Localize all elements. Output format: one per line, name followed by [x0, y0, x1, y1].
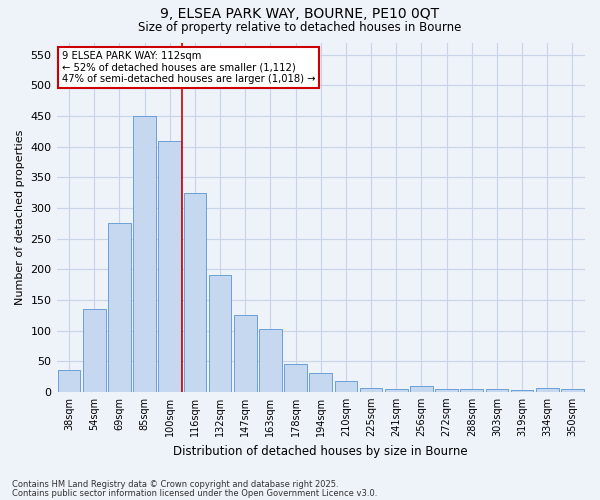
- Bar: [460, 388, 483, 392]
- Bar: [133, 116, 156, 392]
- Bar: [209, 276, 232, 392]
- Bar: [561, 388, 584, 392]
- Bar: [385, 388, 407, 392]
- Y-axis label: Number of detached properties: Number of detached properties: [15, 130, 25, 305]
- Bar: [485, 390, 508, 392]
- Bar: [83, 309, 106, 392]
- Bar: [58, 370, 80, 392]
- Bar: [360, 388, 382, 392]
- Bar: [284, 364, 307, 392]
- Bar: [234, 315, 257, 392]
- Text: Contains public sector information licensed under the Open Government Licence v3: Contains public sector information licen…: [12, 488, 377, 498]
- Bar: [410, 386, 433, 392]
- X-axis label: Distribution of detached houses by size in Bourne: Distribution of detached houses by size …: [173, 444, 468, 458]
- Bar: [310, 374, 332, 392]
- Text: 9, ELSEA PARK WAY, BOURNE, PE10 0QT: 9, ELSEA PARK WAY, BOURNE, PE10 0QT: [160, 8, 440, 22]
- Bar: [184, 192, 206, 392]
- Bar: [108, 224, 131, 392]
- Bar: [335, 381, 357, 392]
- Bar: [511, 390, 533, 392]
- Bar: [536, 388, 559, 392]
- Bar: [158, 140, 181, 392]
- Text: Contains HM Land Registry data © Crown copyright and database right 2025.: Contains HM Land Registry data © Crown c…: [12, 480, 338, 489]
- Text: Size of property relative to detached houses in Bourne: Size of property relative to detached ho…: [139, 21, 461, 34]
- Text: 9 ELSEA PARK WAY: 112sqm
← 52% of detached houses are smaller (1,112)
47% of sem: 9 ELSEA PARK WAY: 112sqm ← 52% of detach…: [62, 51, 316, 84]
- Bar: [435, 390, 458, 392]
- Bar: [259, 328, 282, 392]
